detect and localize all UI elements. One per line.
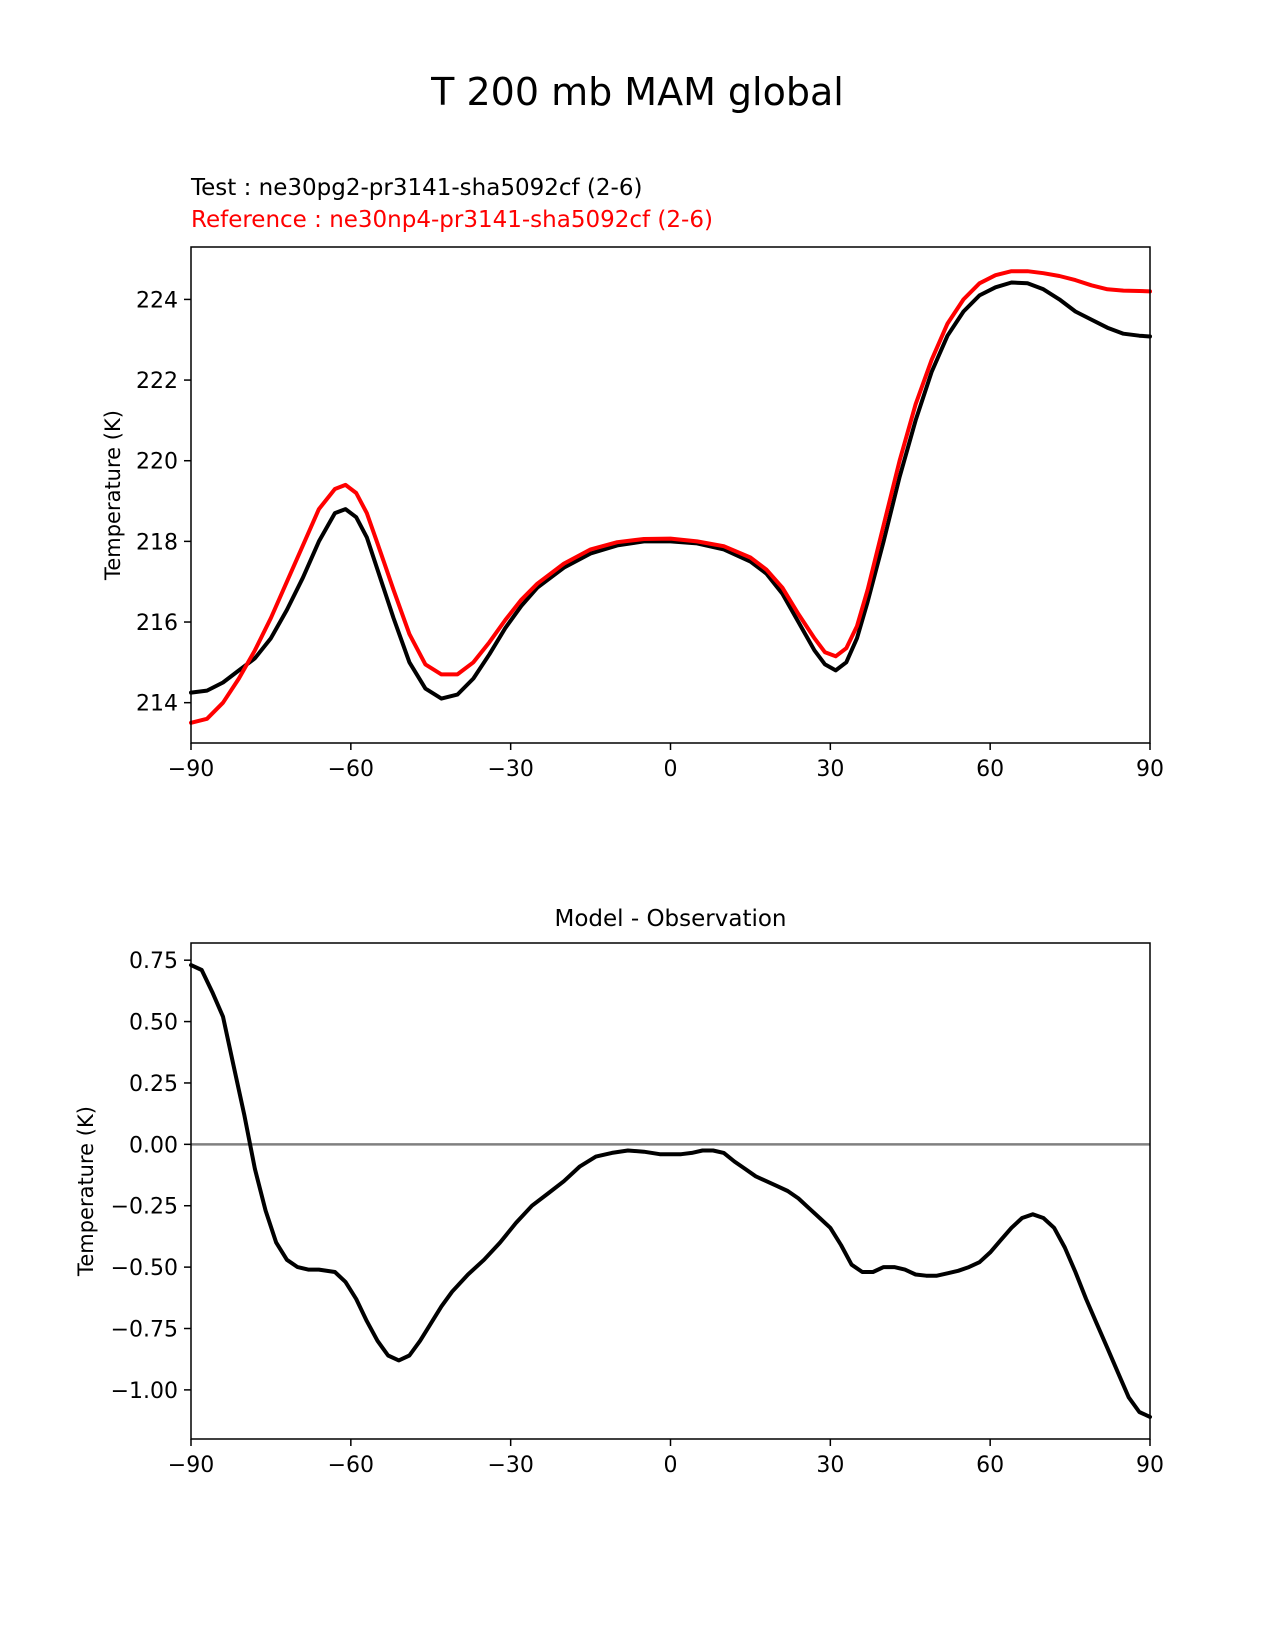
plot-frame bbox=[190, 942, 1151, 1440]
y-axis-label: Temperature (K) bbox=[101, 410, 125, 581]
x-tick-label: 30 bbox=[816, 757, 844, 782]
x-tick-label: 60 bbox=[976, 757, 1004, 782]
x-tick-label: 90 bbox=[1136, 1453, 1164, 1478]
y-tick-label: 0.75 bbox=[129, 949, 178, 974]
y-tick-label: −0.25 bbox=[111, 1195, 178, 1220]
y-tick-label: 222 bbox=[136, 369, 178, 394]
x-tick-label: −90 bbox=[168, 1453, 214, 1478]
series-line-model-observation bbox=[189, 963, 1152, 1419]
x-tick-label: −60 bbox=[328, 757, 374, 782]
y-tick-label: 214 bbox=[136, 692, 178, 717]
x-tick-label: −30 bbox=[487, 1453, 533, 1478]
y-tick-label: −1.00 bbox=[111, 1379, 178, 1404]
y-tick-label: 216 bbox=[136, 611, 178, 636]
series-line-reference bbox=[189, 269, 1152, 725]
x-tick-label: 90 bbox=[1136, 757, 1164, 782]
y-tick-label: 0.00 bbox=[129, 1133, 178, 1158]
x-tick-label: 0 bbox=[664, 757, 678, 782]
legend-reference-label: Reference : ne30np4-pr3141-sha5092cf (2-… bbox=[191, 207, 713, 233]
y-tick-label: −0.75 bbox=[111, 1318, 178, 1343]
legend-test-label: Test : ne30pg2-pr3141-sha5092cf (2-6) bbox=[191, 175, 643, 201]
x-tick-label: 60 bbox=[976, 1453, 1004, 1478]
y-tick-label: 224 bbox=[136, 288, 178, 313]
temperature-line-chart: −90 −60 −30 0 30 60 90 214 216 218 220 222 224 Temper… bbox=[101, 246, 1164, 782]
x-tick-label: 30 bbox=[816, 1453, 844, 1478]
x-tick-label: −30 bbox=[487, 757, 533, 782]
figure-title: T 200 mb MAM global bbox=[431, 70, 844, 114]
y-tick-label: 0.25 bbox=[129, 1072, 178, 1097]
y-tick-label: −0.50 bbox=[111, 1256, 178, 1281]
y-tick-label: 220 bbox=[136, 450, 178, 475]
x-tick-label: −90 bbox=[168, 757, 214, 782]
y-axis-label: Temperature (K) bbox=[74, 1106, 98, 1277]
x-tick-label: −60 bbox=[328, 1453, 374, 1478]
y-tick-label: 218 bbox=[136, 530, 178, 555]
x-tick-label: 0 bbox=[664, 1453, 678, 1478]
difference-plot-title: Model - Observation bbox=[554, 906, 787, 932]
y-tick-label: 0.50 bbox=[129, 1011, 178, 1036]
